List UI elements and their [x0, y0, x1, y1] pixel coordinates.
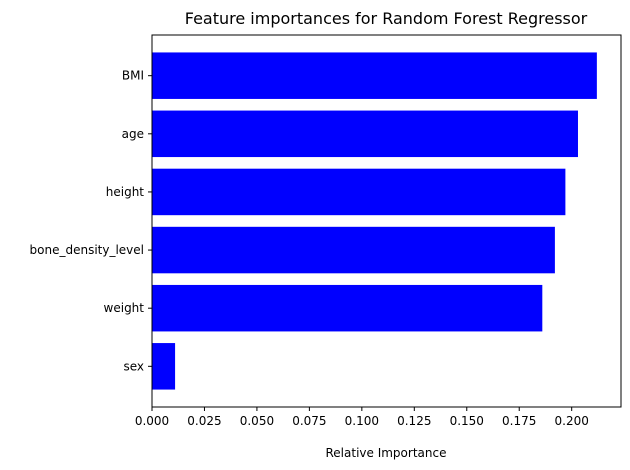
bar-sex: [152, 343, 176, 390]
y-axis: sex weight bone_density_level height age BMI: [30, 69, 152, 373]
x-tick-label: 0.050: [240, 414, 274, 428]
x-tick-label: 0.175: [502, 414, 536, 428]
y-tick-label: height: [106, 185, 145, 199]
y-tick-label: weight: [104, 301, 145, 315]
x-tick-label: 0.000: [135, 414, 169, 428]
bar-bone-density-level: [152, 226, 555, 274]
x-tick-label: 0.075: [292, 414, 326, 428]
bar-bmi: [152, 52, 597, 99]
plot-frame: [151, 34, 622, 408]
y-tick-label: age: [122, 127, 144, 141]
bar-age: [152, 110, 578, 158]
y-tick-label: sex: [123, 359, 144, 373]
x-axis: 0.000 0.025 0.050 0.075 0.100 0.125 0.150 0.175…: [135, 407, 589, 428]
x-tick-label: 0.125: [397, 414, 431, 428]
bars-group: [152, 52, 597, 390]
x-tick-label: 0.100: [345, 414, 379, 428]
x-tick-label: 0.200: [555, 414, 589, 428]
y-tick-label: BMI: [122, 69, 144, 83]
bar-weight: [152, 284, 543, 332]
x-tick-label: 0.025: [187, 414, 221, 428]
chart-title: Feature importances for Random Forest Re…: [185, 9, 588, 28]
y-tick-label: bone_density_level: [30, 243, 144, 257]
x-axis-label: Relative Importance: [326, 446, 447, 460]
bar-height: [152, 168, 566, 216]
x-tick-label: 0.150: [450, 414, 484, 428]
